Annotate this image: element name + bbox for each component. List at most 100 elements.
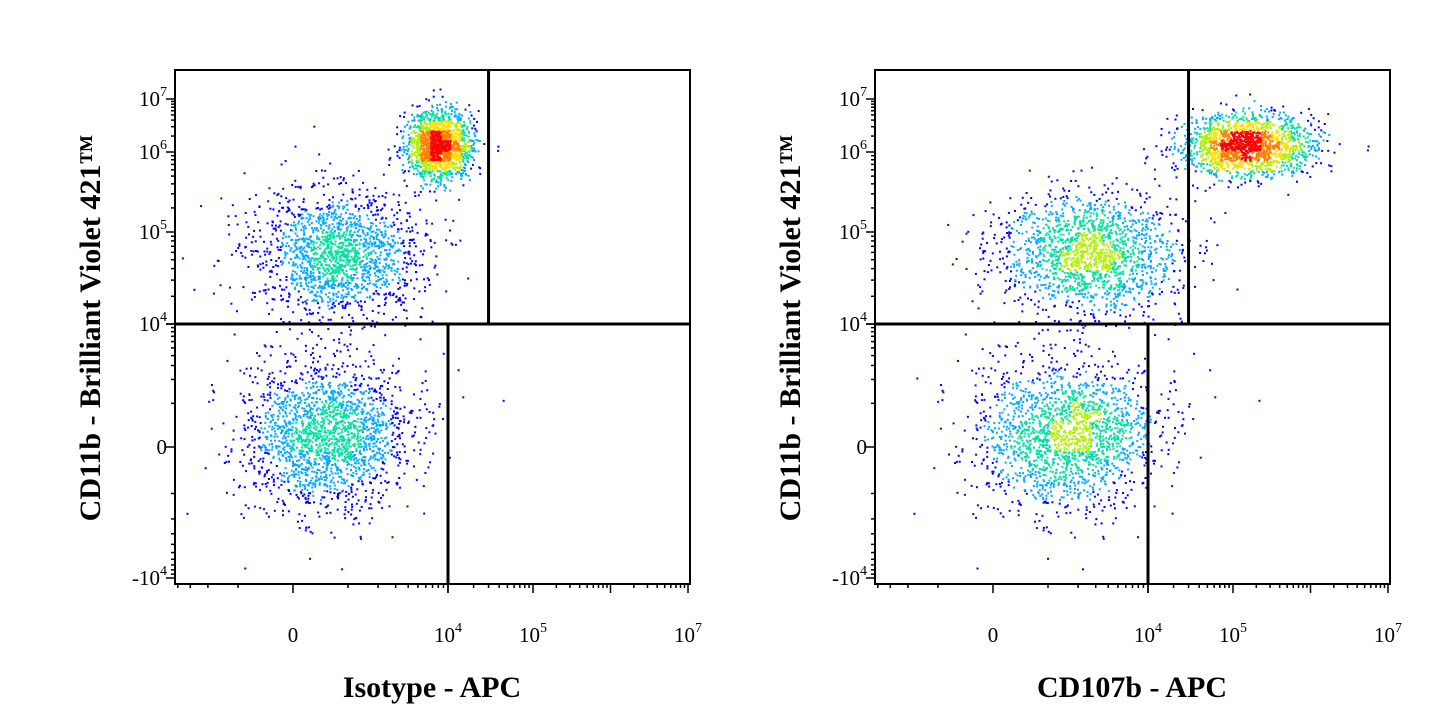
data-point [343,249,346,252]
data-point [351,403,354,406]
data-point [450,154,453,157]
data-point [267,288,270,291]
data-point [345,490,348,493]
data-point [349,458,352,460]
data-point [378,228,381,231]
data-point [424,120,427,123]
data-point [327,429,329,432]
data-point [451,109,453,112]
data-point [405,266,408,269]
data-point [406,152,409,155]
data-point [323,490,326,492]
data-point [323,287,326,289]
data-point [440,120,443,123]
data-point [435,131,438,134]
data-point [208,400,211,403]
data-point [263,289,266,292]
data-point [293,412,296,415]
data-point [378,391,381,394]
data-point [280,402,283,405]
data-point [342,217,345,220]
data-point [403,151,406,154]
data-point [294,226,297,229]
data-point [437,117,440,120]
data-point [318,275,321,278]
data-point [312,285,315,288]
data-point [425,427,428,430]
data-point [420,138,423,141]
data-point [331,404,334,407]
data-point [381,243,384,246]
data-point [366,296,369,299]
data-point [365,426,368,429]
data-point [338,427,341,430]
data-point [350,464,353,466]
data-point [376,415,379,417]
data-point [321,401,324,404]
data-point [443,161,446,164]
data-point [370,439,373,442]
data-point [248,399,251,402]
data-point [301,429,304,432]
data-point [327,270,330,272]
data-point [317,237,320,240]
data-point [338,257,341,259]
data-point [423,140,426,143]
data-point [383,266,386,269]
data-point [356,420,359,423]
data-point [310,280,313,283]
data-point [450,145,453,148]
data-point [281,401,283,403]
data-point [313,422,316,424]
data-point [425,110,428,113]
data-point [232,493,235,496]
data-point [393,214,396,217]
data-point [389,291,391,294]
data-point [345,204,348,206]
data-point [322,418,325,421]
data-point [456,156,459,158]
data-point [325,240,328,243]
data-point [244,246,247,249]
data-point [333,447,336,450]
data-point [263,240,265,243]
data-point [328,386,331,389]
data-point [358,466,360,469]
data-point [350,329,352,332]
data-point [306,415,309,418]
data-point [280,384,283,387]
data-point [330,216,333,219]
data-point [478,166,481,169]
data-point [346,200,349,203]
data-point [382,173,385,176]
data-point [329,432,331,435]
data-point [321,232,324,235]
data-point [243,438,246,441]
data-point [281,437,284,440]
data-point [317,407,320,410]
data-point [354,467,357,470]
data-point [376,245,378,248]
data-point [439,156,442,159]
data-point [330,284,333,286]
data-point [360,382,363,385]
data-point [296,337,299,340]
data-point [462,155,464,158]
data-point [446,120,449,123]
data-point [298,497,300,500]
data-point [277,265,280,268]
data-point [338,469,341,471]
data-point [380,424,383,426]
data-point [448,153,451,156]
data-point [368,279,371,282]
data-point [384,196,387,199]
data-point [387,267,390,270]
data-point [267,411,270,414]
data-point [315,439,318,442]
data-point [424,183,427,186]
data-point [318,478,320,481]
data-point [342,297,344,300]
data-point [423,512,426,515]
data-point [258,416,261,419]
data-point [384,232,387,235]
